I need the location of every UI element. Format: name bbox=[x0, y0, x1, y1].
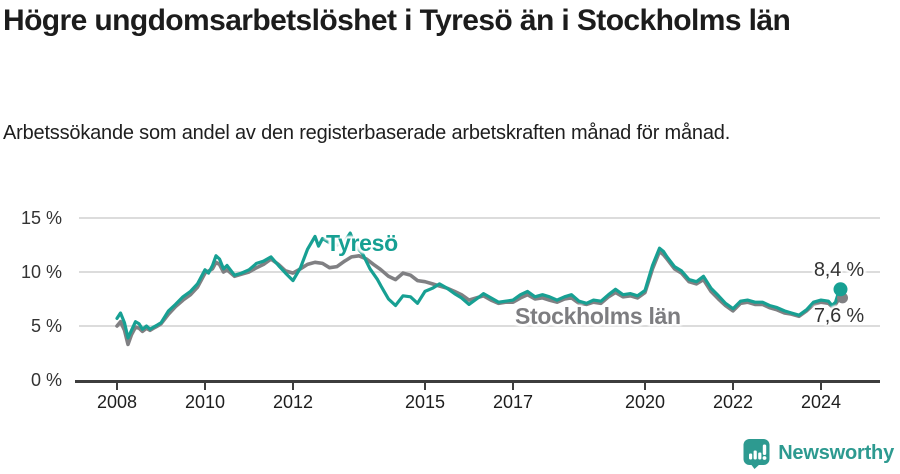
x-tick-mark bbox=[644, 383, 646, 390]
x-tick-label: 2015 bbox=[404, 392, 446, 412]
x-tick-mark bbox=[820, 383, 822, 390]
x-tick-label: 2017 bbox=[492, 392, 534, 412]
end-dot-stockholms-lan bbox=[837, 292, 848, 304]
x-tick-mark bbox=[512, 383, 514, 390]
x-axis-line bbox=[75, 380, 880, 383]
gridline-5 bbox=[79, 325, 880, 327]
y-tick-label: 15 % bbox=[20, 208, 62, 228]
newsworthy-logo-icon bbox=[743, 439, 770, 469]
chart-title: Högre ungdomsarbetslöshet i Tyresö än i … bbox=[3, 4, 791, 37]
x-tick-label: 2020 bbox=[624, 392, 666, 412]
x-tick-label: 2022 bbox=[712, 392, 754, 412]
end-dot-tyreso bbox=[833, 282, 848, 297]
newsworthy-brand-name: Newsworthy bbox=[778, 442, 894, 464]
x-tick-mark bbox=[116, 383, 118, 390]
y-tick-label: 5 % bbox=[30, 316, 62, 336]
end-value-label-tyreso: 8,4 % bbox=[813, 259, 864, 281]
y-tick-label: 0 % bbox=[30, 370, 62, 390]
x-tick-mark bbox=[292, 383, 294, 390]
gridline-15 bbox=[79, 217, 880, 219]
x-tick-label: 2008 bbox=[96, 392, 138, 412]
gridline-10 bbox=[79, 271, 880, 273]
series-line-stockholms-lan bbox=[115, 249, 842, 347]
x-tick-label: 2010 bbox=[184, 392, 226, 412]
newsworthy-branding: Newsworthy bbox=[742, 438, 894, 469]
series-label-tyreso: Tyresö bbox=[326, 230, 398, 256]
series-line-tyreso bbox=[115, 231, 842, 340]
x-tick-mark bbox=[204, 383, 206, 390]
series-label-stockholms-lan: Stockholms län bbox=[515, 303, 681, 329]
x-tick-mark bbox=[424, 383, 426, 390]
end-value-label-stockholms-lan: 7,6 % bbox=[813, 305, 864, 327]
x-tick-label: 2024 bbox=[800, 392, 842, 412]
x-tick-label: 2012 bbox=[272, 392, 314, 412]
y-tick-label: 10 % bbox=[20, 262, 62, 282]
x-tick-mark bbox=[732, 383, 734, 390]
chart-subtitle: Arbetssökande som andel av den registerb… bbox=[3, 122, 731, 144]
